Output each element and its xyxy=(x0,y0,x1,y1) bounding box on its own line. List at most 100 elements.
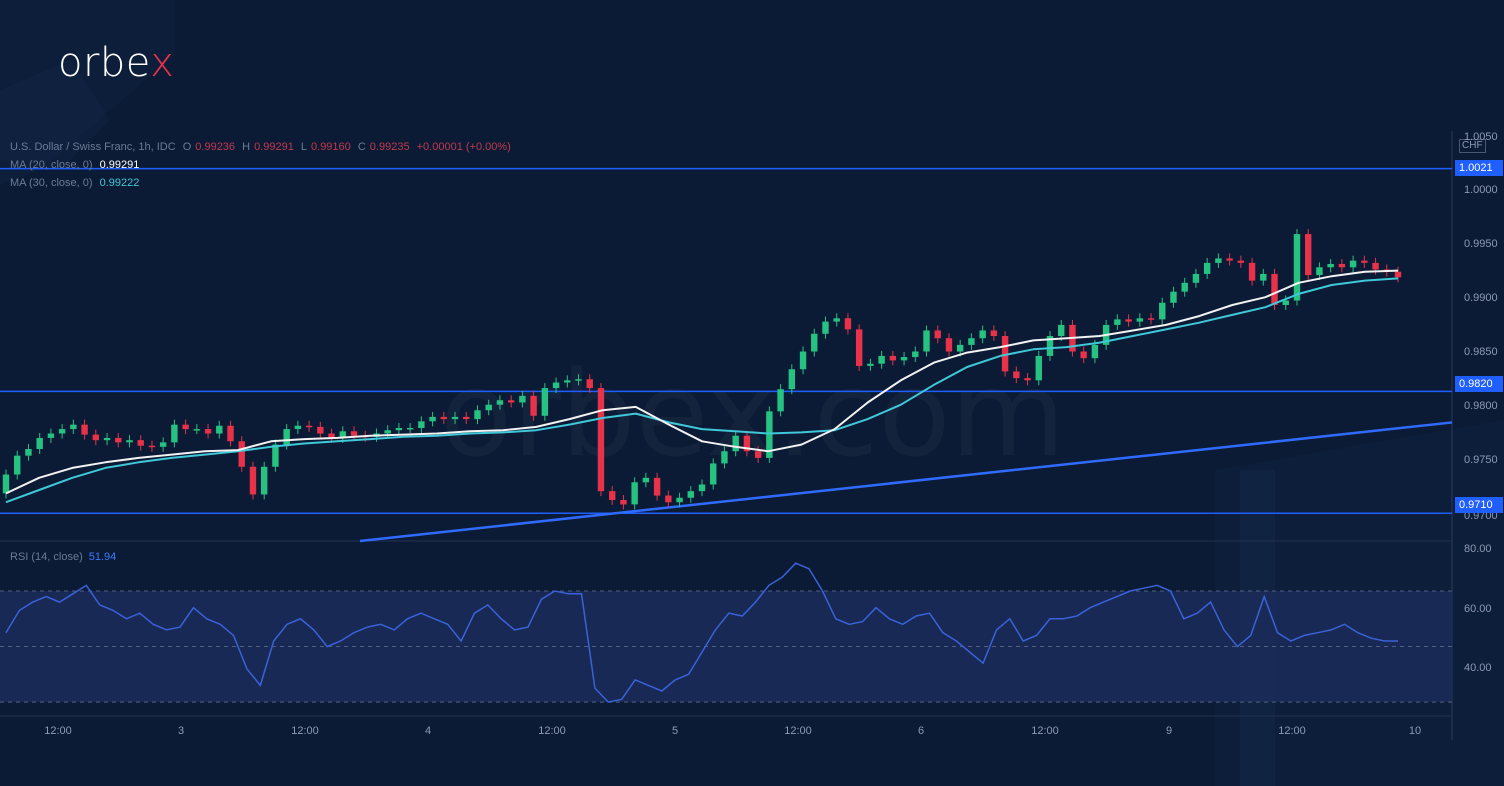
symbol-title: U.S. Dollar / Swiss Franc, 1h, IDC xyxy=(10,141,176,153)
open-label: O xyxy=(182,141,192,153)
candle-body xyxy=(945,338,953,352)
price-tick: 0.9900 xyxy=(1464,292,1498,304)
candle-body xyxy=(799,351,807,370)
close-label: C xyxy=(357,141,366,153)
price-tag-resistance: 1.0021 xyxy=(1455,160,1503,176)
candle-body xyxy=(743,435,751,452)
candle-body xyxy=(81,424,88,435)
candle-body xyxy=(260,466,268,495)
candle-body xyxy=(597,388,605,492)
candle-body xyxy=(451,416,459,420)
candle-body xyxy=(317,426,324,434)
candle-body xyxy=(406,427,414,430)
candle-body xyxy=(148,445,156,448)
price-tag-support: 0.9710 xyxy=(1455,497,1503,513)
time-tick: 12:00 xyxy=(1278,725,1306,737)
candle-body xyxy=(1394,271,1402,278)
rsi-tick: 80.00 xyxy=(1464,543,1492,555)
low-label: L xyxy=(300,141,308,153)
close-value: 0.99235 xyxy=(369,141,410,153)
ma30-line xyxy=(5,277,1399,504)
candle-body xyxy=(889,355,897,361)
candle-body xyxy=(665,495,672,503)
candle-body xyxy=(395,427,403,431)
candle-body xyxy=(934,330,941,339)
candle-body xyxy=(698,484,706,492)
time-tick: 10 xyxy=(1408,725,1422,737)
time-tick: 12:00 xyxy=(44,725,72,737)
candle-body xyxy=(822,321,829,334)
low-value: 0.99160 xyxy=(311,141,351,153)
candle-body xyxy=(1170,291,1177,303)
candle-body xyxy=(687,491,694,498)
candle-body xyxy=(833,318,840,322)
candle-body xyxy=(732,435,739,452)
candle-body xyxy=(159,442,167,447)
candle-body xyxy=(1159,302,1166,320)
candle-body xyxy=(283,429,290,445)
candle-body xyxy=(990,330,998,336)
time-tick: 12:00 xyxy=(291,725,319,737)
candle-body xyxy=(507,400,515,403)
candle-body xyxy=(788,369,796,390)
candle-body xyxy=(474,410,481,420)
time-tick: 6 xyxy=(917,725,925,737)
candle-body xyxy=(25,449,32,456)
rsi-line xyxy=(5,562,1398,703)
price-tick: 1.0050 xyxy=(1464,131,1498,143)
candle-body xyxy=(519,395,526,403)
candle-body xyxy=(137,440,144,446)
candle-body xyxy=(923,330,930,352)
candle-body xyxy=(586,379,593,389)
candle-body xyxy=(1114,319,1121,325)
candle-body xyxy=(1046,336,1054,356)
candle-body xyxy=(1035,355,1042,381)
rsi-tick: 60.00 xyxy=(1464,603,1492,615)
candle-body xyxy=(1338,263,1346,268)
candle-body xyxy=(1237,260,1245,263)
candle-body xyxy=(1125,319,1132,322)
price-tick: 0.9850 xyxy=(1464,346,1498,358)
candle-body xyxy=(328,433,335,438)
candle-body xyxy=(1080,351,1087,359)
candle-body xyxy=(1271,273,1278,305)
candle-body xyxy=(463,416,470,420)
rsi-label: RSI (14, close) xyxy=(10,551,83,563)
candle-body xyxy=(1304,234,1312,276)
price-tag-mid-level: 0.9820 xyxy=(1455,376,1503,392)
candle-body xyxy=(384,430,391,434)
candle-body xyxy=(1203,262,1211,274)
ma20-line xyxy=(5,269,1399,495)
change-value: +0.00001 (+0.00%) xyxy=(416,141,511,153)
candle-body xyxy=(418,421,425,428)
candle-body xyxy=(305,425,313,428)
chart-legend: U.S. Dollar / Swiss Franc, 1h, IDC O 0.99… xyxy=(10,138,515,192)
candle-body xyxy=(204,429,212,434)
candle-body xyxy=(631,482,638,505)
candle-body xyxy=(47,433,55,438)
candle-body xyxy=(1058,324,1065,336)
candle-body xyxy=(956,344,964,352)
candle-body xyxy=(912,351,919,358)
candle-body xyxy=(620,500,627,505)
candle-body xyxy=(1215,258,1222,263)
candle-body xyxy=(126,440,133,443)
ma20-value: 0.99291 xyxy=(99,159,140,171)
candle-body xyxy=(979,330,986,339)
trendline xyxy=(359,421,1453,543)
candle-body xyxy=(653,477,661,496)
candle-body xyxy=(429,416,436,422)
candle-body xyxy=(844,318,852,330)
ma20-label: MA (20, close, 0) xyxy=(10,159,93,171)
rsi-value: 51.94 xyxy=(88,551,117,563)
currency-label[interactable]: CHF xyxy=(1459,139,1486,153)
candle-body xyxy=(766,411,773,458)
price-tick: 0.9800 xyxy=(1464,400,1498,412)
candle-body xyxy=(1192,273,1200,283)
price-tick: 0.9700 xyxy=(1464,510,1498,522)
time-tick: 4 xyxy=(424,725,432,737)
price-tick: 0.9950 xyxy=(1464,238,1498,250)
price-tick: 1.0000 xyxy=(1464,184,1498,196)
